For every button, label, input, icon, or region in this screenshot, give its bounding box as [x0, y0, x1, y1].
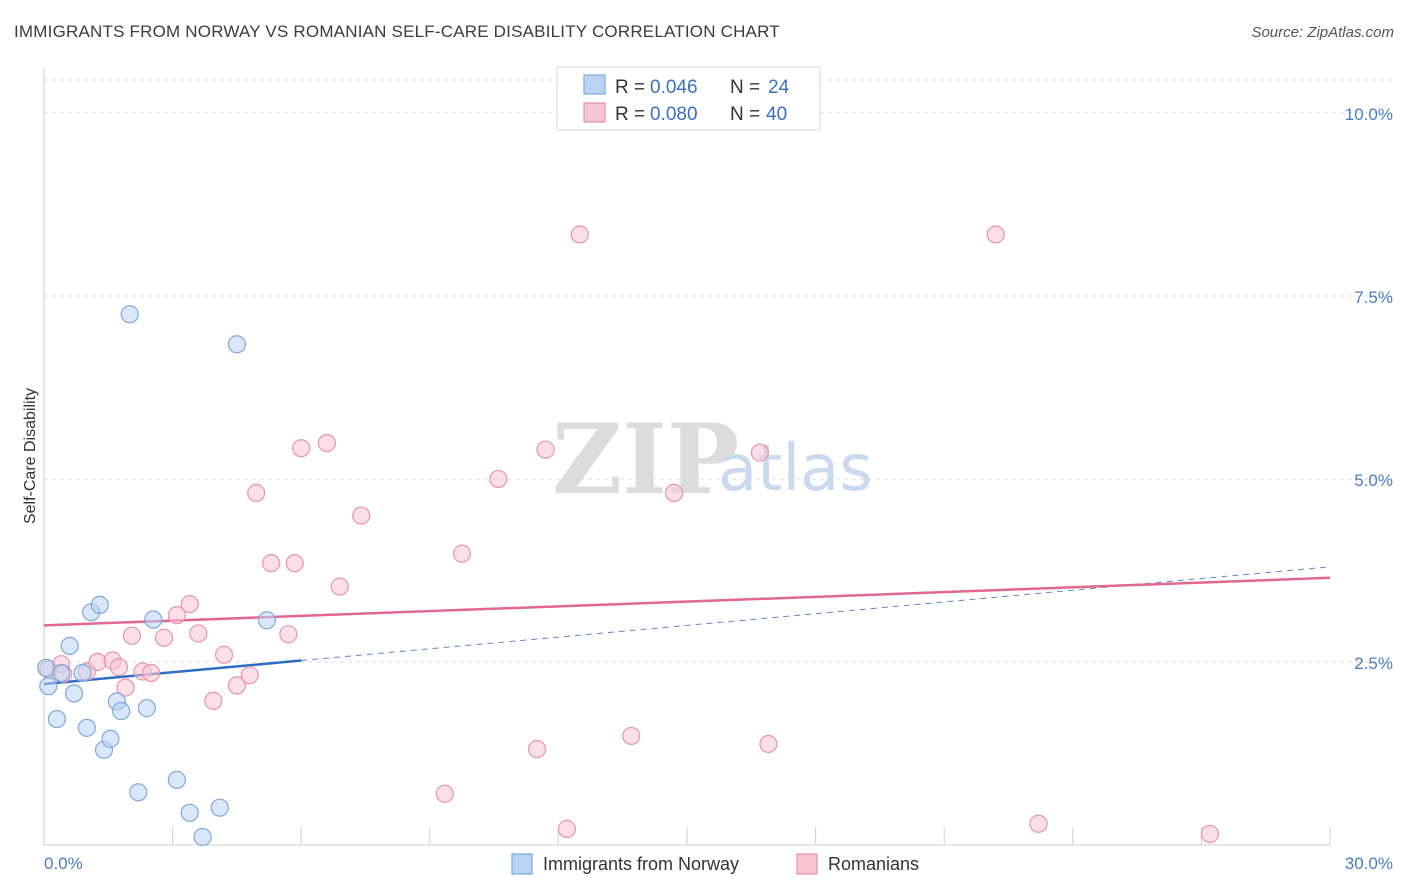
chart-title: IMMIGRANTS FROM NORWAY VS ROMANIAN SELF-… — [14, 22, 780, 41]
legend-n-label-romanian: N = — [730, 104, 760, 125]
legend-r-label-romanian: R = — [615, 104, 645, 125]
bottom-legend-label-romanian: Romanians — [828, 854, 919, 874]
axes — [43, 68, 1331, 846]
norway-point — [112, 701, 131, 721]
norway-point — [73, 663, 92, 683]
bottom-legend: Immigrants from Norway Romanians — [511, 853, 919, 875]
norway-point — [52, 663, 71, 683]
romanian-point — [122, 626, 141, 645]
norway-point — [64, 684, 84, 703]
y-axis-label: Self-Care Disability — [22, 388, 39, 524]
legend-swatch-norway — [583, 74, 606, 95]
romanian-point — [452, 544, 472, 563]
norway-point — [193, 827, 212, 847]
norway-point — [137, 699, 156, 718]
romanian-point — [986, 225, 1005, 244]
norway-point — [167, 770, 186, 789]
romanian-point — [285, 554, 304, 573]
romanian-point — [142, 663, 161, 683]
legend-r-label-norway: R = — [615, 77, 645, 98]
romanian-point — [180, 595, 199, 614]
norway-point — [90, 595, 109, 614]
y-tick-label: 5.0% — [1354, 471, 1393, 490]
source-credit: Source: ZipAtlas.com — [1251, 24, 1394, 41]
romanian-point — [435, 784, 454, 803]
y-tick-label: 7.5% — [1354, 288, 1393, 307]
romanian-point — [759, 734, 778, 754]
romanian-point — [622, 726, 641, 746]
romanian-point — [279, 625, 298, 644]
norway-point — [77, 718, 96, 737]
romanian-point — [189, 624, 208, 643]
romanian-point — [1029, 814, 1048, 833]
bottom-legend-swatch-romanian — [796, 853, 818, 875]
legend-r-value-romanian: 0.080 — [650, 104, 698, 125]
romanian-point — [109, 658, 129, 677]
norway-point — [60, 636, 79, 655]
romanian-point — [527, 740, 547, 759]
romanian-point — [536, 440, 555, 459]
romanian-point — [1200, 824, 1220, 844]
romanian-point — [665, 483, 684, 502]
bottom-legend-label-norway: Immigrants from Norway — [543, 854, 739, 874]
romanian-point — [750, 443, 769, 462]
x-tick-label-max: 30.0% — [1345, 854, 1393, 873]
romanian-point — [317, 434, 337, 453]
romanian-point — [214, 645, 234, 664]
norway-point — [47, 709, 66, 729]
romanian-trend-line — [43, 576, 1331, 627]
romanian-point — [557, 819, 577, 838]
romanian-point — [247, 483, 266, 502]
romanian-point — [204, 691, 223, 710]
y-tick-label: 2.5% — [1354, 654, 1393, 673]
norway-point — [39, 677, 58, 696]
bottom-legend-swatch-norway — [511, 853, 533, 875]
norway-point — [120, 305, 139, 324]
romanian-point — [330, 577, 349, 596]
romanian-point — [154, 628, 174, 647]
x-tick-label-min: 0.0% — [44, 854, 83, 873]
romanian-point — [240, 666, 259, 685]
norway-point — [180, 803, 199, 822]
norway-point — [227, 335, 246, 354]
data-points — [37, 225, 1220, 847]
norway-point — [144, 610, 163, 629]
legend-n-value-norway: 24 — [768, 77, 790, 98]
romanian-point — [489, 469, 508, 489]
romanian-point — [570, 225, 589, 244]
romanian-point — [116, 678, 135, 697]
watermark: ZIP atlas — [552, 403, 873, 516]
watermark-atlas: atlas — [718, 432, 873, 506]
norway-point — [210, 798, 229, 817]
romanian-point — [292, 439, 311, 458]
romanian-point — [262, 554, 281, 573]
legend-n-label-norway: N = — [730, 77, 760, 98]
legend-swatch-romanian — [583, 102, 606, 123]
watermark-zip: ZIP — [552, 403, 739, 516]
romanian-point — [352, 506, 371, 525]
norway-point — [129, 783, 148, 802]
romanian-point — [88, 652, 107, 672]
top-legend: R = 0.046 N = 24 R = 0.080 N = 40 — [556, 66, 821, 131]
trend-lines — [43, 566, 1331, 686]
romanian-point — [227, 676, 246, 695]
norway-point — [101, 729, 120, 748]
romanian-point — [167, 606, 186, 625]
y-tick-label: 10.0% — [1345, 105, 1393, 124]
legend-n-value-romanian: 40 — [766, 104, 787, 125]
norway-trend-extension — [301, 566, 1331, 662]
legend-r-value-norway: 0.046 — [650, 77, 698, 98]
norway-point — [257, 611, 277, 630]
